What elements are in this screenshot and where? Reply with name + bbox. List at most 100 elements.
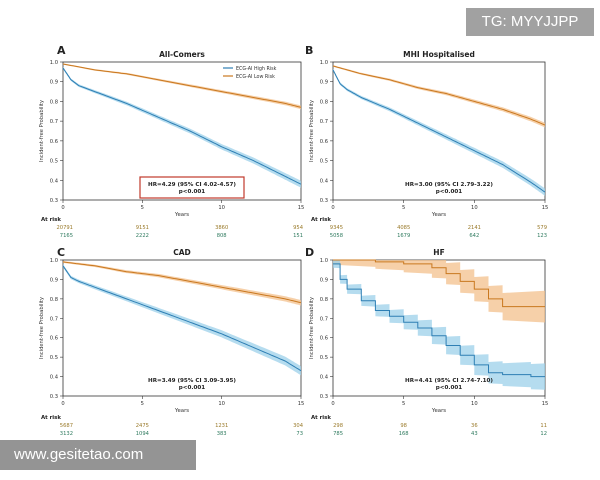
legend-label: ECG-AI High Risk [236, 66, 277, 72]
at-risk-low-value: 298 [333, 423, 343, 429]
panel-letter: D [305, 246, 314, 259]
x-tick-label: 15 [542, 401, 549, 407]
watermark-bottom-left: www.gesitetao.com [0, 440, 196, 470]
high-risk-line [332, 69, 546, 193]
plot-frame [62, 259, 302, 397]
annotation-text: HR=4.41 (95% CI 2.74-7.10) [405, 378, 493, 384]
panel-title: HF [433, 248, 444, 257]
at-risk-label: At risk [311, 415, 331, 421]
at-risk-low-value: 9345 [330, 225, 343, 231]
y-tick-label: 0.3 [50, 394, 58, 400]
x-tick-label: 10 [471, 205, 478, 211]
y-tick-label: 0.9 [320, 277, 328, 283]
at-risk-high-value: 7165 [60, 233, 73, 239]
annotation-text: HR=3.00 (95% CI 2.79-3.22) [405, 182, 493, 188]
at-risk-high-value: 123 [537, 233, 547, 239]
watermark-top-right: TG: MYYJJPP [466, 8, 594, 36]
at-risk-low-value: 9151 [136, 225, 149, 231]
y-axis-label: Incident-free Probability [39, 297, 45, 359]
y-tick-label: 0.9 [50, 277, 58, 283]
low-risk-line [62, 63, 302, 108]
y-tick-label: 0.7 [50, 316, 58, 322]
at-risk-low-value: 954 [293, 225, 304, 231]
y-tick-label: 0.3 [50, 198, 58, 204]
y-tick-label: 0.4 [50, 178, 59, 184]
at-risk-high-value: 73 [296, 431, 303, 437]
at-risk-low-value: 579 [537, 225, 547, 231]
low-risk-ci-band [333, 260, 545, 323]
at-risk-low-value: 4085 [397, 225, 410, 231]
annotation-text: p<0.001 [179, 385, 205, 391]
legend-label: ECG-AI Low Risk [236, 74, 275, 80]
x-tick-label: 15 [298, 401, 305, 407]
x-tick-label: 5 [141, 205, 144, 211]
y-axis-label: Incident-free Probability [39, 100, 45, 162]
high-risk-line [62, 67, 302, 185]
annotation-text: HR=3.49 (95% CI 3.09-3.95) [148, 378, 236, 384]
at-risk-low-value: 5687 [60, 423, 73, 429]
at-risk-high-value: 12 [540, 431, 547, 437]
at-risk-low-value: 36 [471, 423, 478, 429]
at-risk-low-value: 11 [540, 423, 547, 429]
y-tick-label: 1.0 [50, 258, 58, 264]
at-risk-low-value: 2141 [468, 225, 481, 231]
x-tick-label: 15 [542, 205, 549, 211]
annotation-text: p<0.001 [436, 385, 462, 391]
y-tick-label: 0.9 [50, 80, 58, 86]
at-risk-low-value: 2475 [136, 423, 149, 429]
panel-d: D HF 0.3 0.4 0.5 0.6 0.7 0.8 0.9 1.0 0 5 10 15 Years In… [305, 246, 548, 437]
at-risk-high-value: 383 [217, 431, 227, 437]
x-axis-label: Years [174, 408, 189, 414]
annotation-text: HR=4.29 (95% CI 4.02-4.57) [148, 182, 236, 188]
at-risk-label: At risk [41, 217, 61, 223]
y-tick-label: 0.3 [320, 394, 328, 400]
at-risk-high-value: 151 [293, 233, 303, 239]
at-risk-low-value: 20791 [56, 225, 73, 231]
plot-frame [332, 61, 546, 201]
x-axis-label: Years [431, 212, 446, 218]
y-tick-label: 0.6 [320, 336, 328, 342]
low-risk-line [332, 65, 546, 126]
y-tick-label: 0.7 [320, 316, 328, 322]
low-risk-line [62, 261, 302, 304]
y-tick-label: 0.6 [50, 139, 58, 145]
low-risk-ci-band [63, 261, 301, 306]
legend: ECG-AI High Risk ECG-AI Low Risk [223, 66, 277, 80]
at-risk-label: At risk [41, 415, 61, 421]
low-risk-line [333, 259, 545, 308]
y-tick-label: 0.4 [320, 375, 329, 381]
y-tick-label: 0.6 [50, 336, 58, 342]
x-tick-label: 0 [331, 401, 334, 407]
at-risk-low-value: 304 [293, 423, 304, 429]
at-risk-high-value: 1094 [136, 431, 150, 437]
panel-letter: A [57, 44, 66, 57]
y-tick-label: 0.6 [320, 139, 328, 145]
x-tick-label: 0 [331, 205, 334, 211]
panel-letter: C [57, 246, 65, 259]
y-axis-label: Incident-free Probability [309, 100, 315, 162]
y-tick-label: 0.8 [320, 297, 328, 303]
high-risk-ci-band [333, 260, 545, 390]
y-tick-label: 0.3 [320, 198, 328, 204]
y-tick-label: 1.0 [50, 60, 58, 66]
panel-title: CAD [173, 248, 191, 257]
at-risk-low-value: 1231 [215, 423, 228, 429]
x-tick-label: 10 [218, 205, 225, 211]
at-risk-high-value: 5058 [330, 233, 343, 239]
annotation-text: p<0.001 [436, 189, 462, 195]
at-risk-high-value: 642 [469, 233, 479, 239]
y-tick-label: 0.5 [320, 159, 328, 165]
at-risk-high-value: 3132 [60, 431, 73, 437]
y-tick-label: 0.8 [320, 99, 328, 105]
y-tick-label: 0.4 [320, 178, 329, 184]
x-tick-label: 10 [218, 401, 225, 407]
panel-title: MHI Hospitalised [403, 50, 475, 59]
x-tick-label: 10 [471, 401, 478, 407]
y-axis-label: Incident-free Probability [309, 297, 315, 359]
x-tick-label: 0 [61, 205, 64, 211]
at-risk-high-value: 2222 [136, 233, 149, 239]
panel-letter: B [305, 44, 313, 57]
at-risk-low-value: 3860 [215, 225, 228, 231]
x-tick-label: 15 [298, 205, 305, 211]
y-tick-label: 0.7 [50, 119, 58, 125]
